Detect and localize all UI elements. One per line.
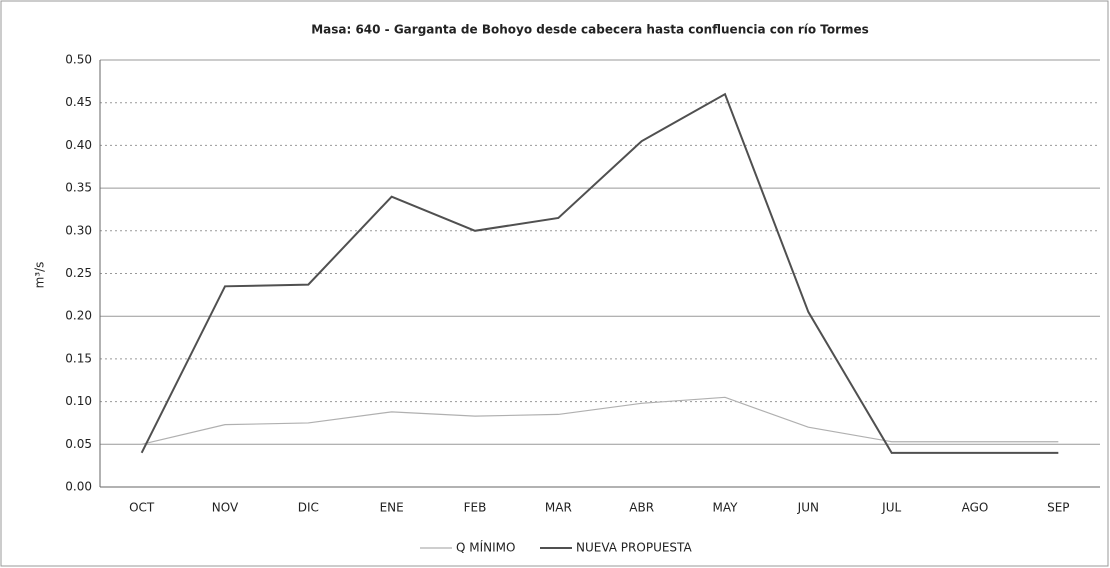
y-tick-label: 0.20	[65, 309, 92, 323]
x-tick-label: MAY	[713, 501, 739, 515]
y-tick-label: 0.15	[65, 351, 92, 365]
x-tick-label: MAR	[545, 501, 572, 515]
x-tick-label: NOV	[212, 501, 239, 515]
y-tick-label: 0.35	[65, 181, 92, 195]
series-line	[140, 92, 1059, 454]
x-tick-label: AGO	[962, 501, 989, 515]
y-tick-label: 0.40	[65, 138, 92, 152]
y-tick-label: 0.10	[65, 394, 92, 408]
legend-label: Q MÍNIMO	[456, 540, 515, 555]
legend-label: NUEVA PROPUESTA	[576, 541, 692, 555]
x-tick-label: JUN	[797, 501, 819, 515]
y-tick-label: 0.05	[65, 437, 92, 451]
y-axis-label: m³/s	[33, 262, 47, 289]
series-line	[141, 396, 1059, 445]
x-tick-label: DIC	[298, 501, 319, 515]
x-tick-label: SEP	[1047, 501, 1069, 515]
y-tick-label: 0.30	[65, 223, 92, 237]
x-tick-label: ABR	[629, 501, 654, 515]
y-tick-label: 0.50	[65, 53, 92, 67]
x-tick-label: ENE	[380, 501, 404, 515]
chart-title: Masa: 640 - Garganta de Bohoyo desde cab…	[311, 23, 869, 37]
y-tick-label: 0.45	[65, 95, 92, 109]
y-tick-label: 0.00	[65, 480, 92, 494]
x-tick-label: FEB	[464, 501, 487, 515]
y-tick-label: 0.25	[65, 266, 92, 280]
x-tick-label: JUL	[881, 501, 901, 515]
x-tick-label: OCT	[129, 501, 155, 515]
